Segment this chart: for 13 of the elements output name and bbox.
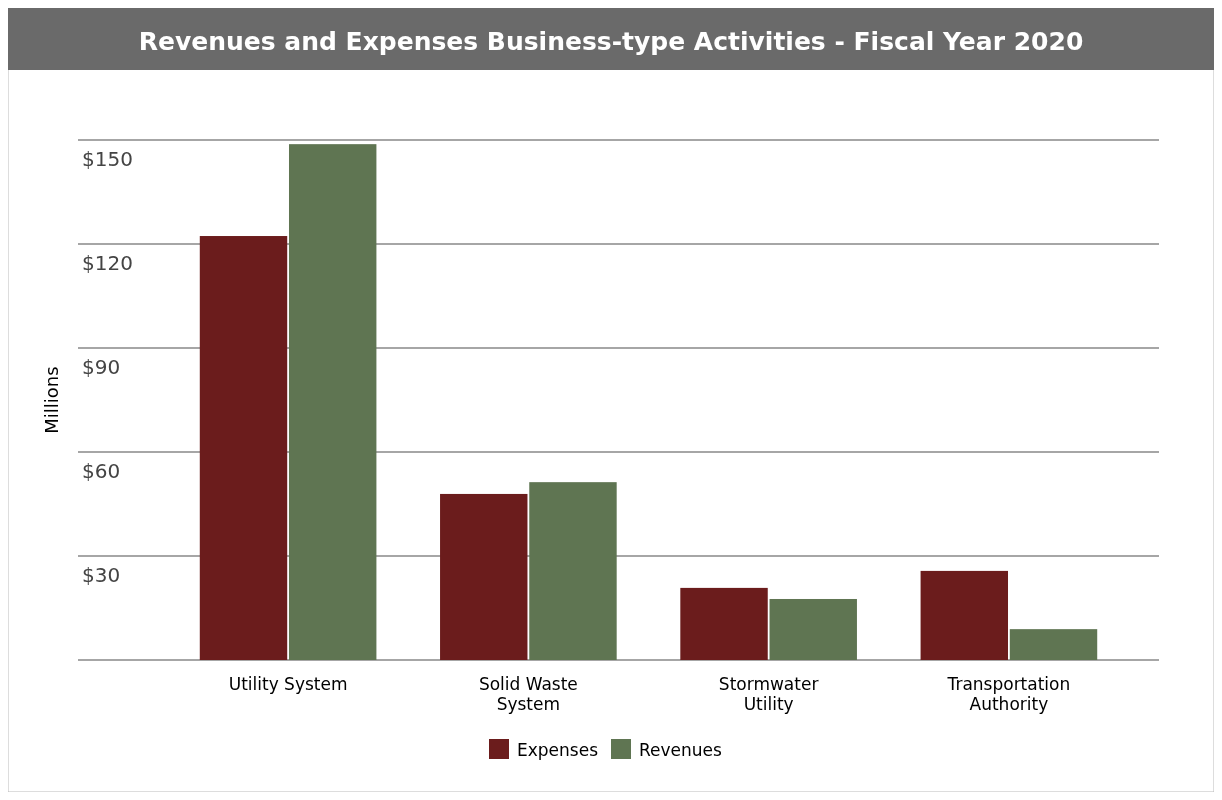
y-axis-title: Millions: [41, 366, 62, 434]
legend-label: Revenues: [639, 740, 723, 760]
y-tick-label: $30: [82, 563, 121, 587]
x-tick-label: Solid Waste System: [478, 674, 578, 714]
x-tick-label: Stormwater Utility: [718, 674, 819, 714]
x-tick-label: Utility System: [228, 674, 348, 694]
y-tick-label: $90: [82, 355, 121, 379]
legend-label: Expenses: [517, 740, 599, 760]
x-tick-label: Transportation Authority: [946, 674, 1071, 714]
y-tick-label: $150: [82, 147, 133, 171]
chart-title: Revenues and Expenses Business-type Activities - Fiscal Year 2020: [138, 27, 1084, 56]
y-tick-label: $120: [82, 251, 133, 275]
y-tick-label: $60: [82, 459, 121, 483]
